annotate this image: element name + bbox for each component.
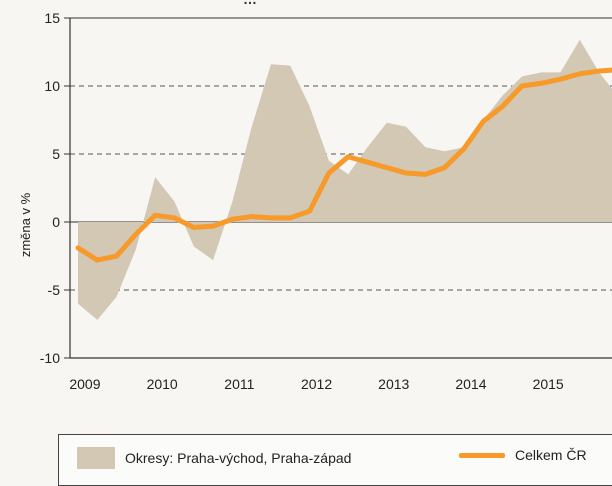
y-axis-label: změna v %: [18, 192, 33, 257]
legend: Okresy: Praha-východ, Praha-západ Celkem…: [58, 434, 612, 486]
x-tick-label-1: 2010: [147, 376, 178, 392]
legend-label-area: Okresy: Praha-východ, Praha-západ: [125, 450, 352, 466]
area-path: [78, 39, 612, 320]
x-tick-label-6: 2015: [533, 376, 564, 392]
legend-swatch-area: [77, 447, 115, 469]
x-tick-label-5: 2014: [455, 376, 486, 392]
x-tick-label-4: 2013: [378, 376, 409, 392]
y-tick-label-1: 10: [44, 78, 60, 94]
y-tick-label-5: -10: [40, 350, 60, 366]
axes: [64, 17, 612, 359]
legend-item-area: Okresy: Praha-východ, Praha-západ: [77, 447, 351, 469]
x-tick-label-3: 2012: [301, 376, 332, 392]
x-tick-labels: 2009 2010 2011 2012 2013 2014 2015: [69, 376, 564, 392]
y-tick-label-2: 5: [52, 146, 60, 162]
x-tick-label-0: 2009: [69, 376, 100, 392]
legend-swatch-line: [459, 452, 505, 458]
x-tick-label-2: 2011: [224, 376, 254, 392]
area-series: [78, 39, 612, 320]
y-tick-label-0: 15: [44, 10, 60, 26]
line-path: [75, 67, 612, 263]
legend-label-line: Celkem ČR: [515, 447, 587, 463]
chart-title: …: [243, 0, 257, 7]
y-tick-labels: 15 10 5 0 -5 -10: [40, 10, 60, 366]
y-tick-label-4: -5: [48, 282, 61, 298]
legend-item-line: Celkem ČR: [459, 447, 587, 463]
y-tick-label-3: 0: [52, 214, 60, 230]
line-series: [75, 67, 612, 263]
